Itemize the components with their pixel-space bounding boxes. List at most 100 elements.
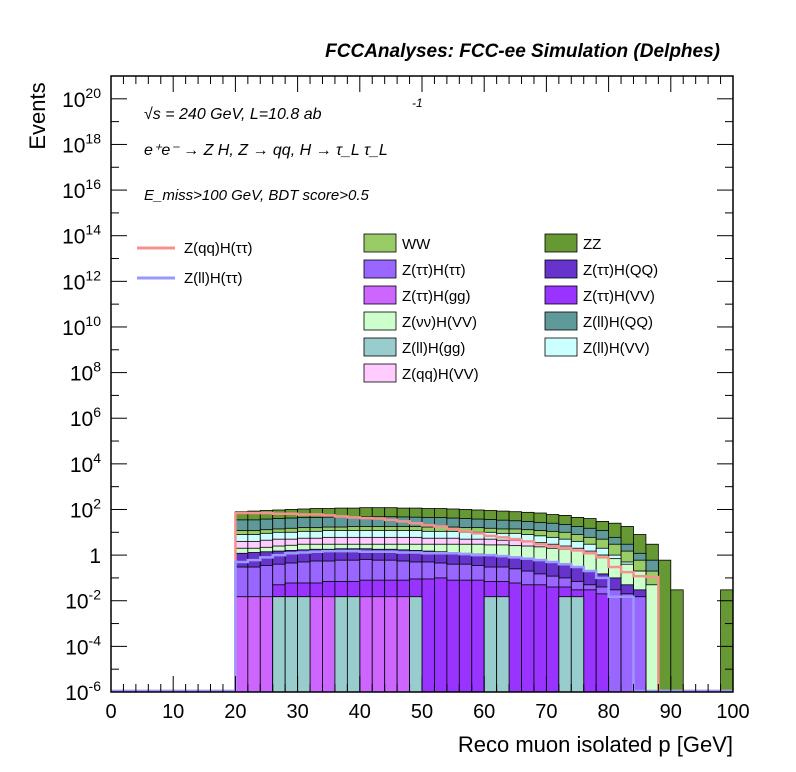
- bar-z-ll-h-gg: [558, 596, 572, 693]
- cut-label: E_miss>100 GeV, BDT score>0.5: [144, 187, 369, 204]
- bar-z-h-vv: [533, 584, 547, 693]
- bar-z-ll-h-gg: [483, 596, 498, 693]
- stack-layer: [234, 507, 734, 693]
- x-axis-label: Reco muon isolated p [GeV]: [458, 732, 733, 757]
- y-tick-label: 102: [70, 495, 101, 522]
- line-z-ll-h: [111, 549, 733, 693]
- y-tick-label: 1020: [62, 85, 101, 112]
- bar-z-ll-h-gg: [284, 596, 299, 693]
- bar-z-h-gg: [371, 596, 386, 693]
- legend-swatch-z-ll-h-qq: [544, 311, 578, 331]
- bar-z-h-vv: [645, 584, 659, 693]
- bar-zz: [720, 589, 734, 693]
- bar-z-ll-h-gg: [496, 596, 510, 693]
- x-tick-label: 70: [535, 701, 557, 723]
- legend-label: Z(qq)H(ττ): [184, 240, 253, 257]
- x-tick-label: 60: [473, 701, 495, 723]
- bar-z-ll-h-gg: [570, 596, 585, 693]
- bar-z-ll-h-gg: [334, 596, 348, 693]
- y-tick-label: 10-6: [65, 678, 101, 705]
- bar-z-h-vv: [434, 577, 448, 693]
- y-axis-label: Events: [25, 82, 50, 149]
- legend-swatch-z-ll-h-gg: [363, 337, 397, 357]
- y-tick-label: 1014: [62, 222, 101, 249]
- bar-z-h: [608, 589, 622, 693]
- y-tick-label: 10-2: [65, 587, 101, 614]
- y-tick-label: 104: [70, 450, 101, 477]
- bar-z-h-gg: [309, 596, 323, 693]
- bar-z-h-vv: [508, 582, 522, 693]
- x-tick-label: 50: [411, 701, 433, 723]
- series-z-h-gg: [234, 596, 410, 693]
- legend-label: Z(ll)H(QQ): [583, 314, 653, 331]
- bar-z-h-gg: [259, 596, 274, 693]
- bar-zz: [657, 559, 672, 693]
- legend-label: Z(ll)H(gg): [402, 340, 465, 357]
- legend-swatch-z-h-vv: [544, 285, 578, 305]
- energy-exponent: -1: [412, 96, 423, 110]
- legend-label: Z(ττ)H(gg): [402, 288, 471, 305]
- x-tick-label: 40: [349, 701, 371, 723]
- legend-label: WW: [402, 236, 431, 253]
- plot-title: FCCAnalyses: FCC-ee Simulation (Delphes): [325, 41, 720, 62]
- legend-label: Z(ll)H(ττ): [184, 270, 243, 287]
- bar-z-h-vv: [421, 578, 435, 693]
- series-z-ll-h-gg: [272, 596, 585, 693]
- bar-z-ll-h-gg: [346, 596, 361, 693]
- legend-label: Z(qq)H(VV): [402, 366, 479, 383]
- legend-swatch-z-ll-h-vv: [544, 337, 578, 357]
- bar-z-h-gg: [247, 596, 261, 693]
- bar-z-h-gg: [396, 596, 410, 693]
- x-tick-label: 0: [105, 701, 116, 723]
- legend-swatch-ww: [363, 233, 397, 253]
- annotation-energy: √s = 240 GeV, L=10.8 ab -1: [144, 96, 423, 123]
- bar-z-h-gg: [234, 596, 249, 693]
- bar-z-h-vv: [546, 586, 560, 693]
- y-tick-label: 1: [89, 545, 101, 568]
- bar-z-ll-h-gg: [409, 596, 423, 693]
- legend-swatch-z-qq-h-vv: [363, 363, 397, 383]
- x-tick-label: 30: [286, 701, 308, 723]
- bar-z-h-vv: [471, 579, 485, 693]
- y-tick-label: 10-4: [65, 632, 101, 659]
- y-tick-label: 1016: [62, 176, 101, 203]
- legend-label: Z(ll)H(VV): [583, 340, 650, 357]
- line-z-qq-h: [111, 511, 733, 693]
- legend-label: ZZ: [583, 236, 601, 253]
- legend-label: Z(ττ)H(VV): [583, 288, 655, 305]
- legend-swatch-z-h-qq: [544, 259, 578, 279]
- bar-z-h-vv: [595, 593, 609, 693]
- y-tick-label: 1012: [62, 267, 101, 294]
- bar-z-h-gg: [322, 596, 336, 693]
- bar-z-ll-h-gg: [297, 596, 311, 693]
- y-tick-label: 1010: [62, 313, 101, 340]
- x-tick-label: 80: [597, 701, 619, 723]
- bar-z-h-vv: [521, 584, 535, 693]
- legend-swatch-z-h-gg: [363, 285, 397, 305]
- x-tick-label: 10: [162, 701, 184, 723]
- axis-layer: 0 10 20 30 40 50 60 70 80 90 10010-610-410-2110210…: [62, 75, 750, 723]
- legend-label: Z(ττ)H(ττ): [402, 262, 466, 279]
- y-tick-label: 108: [70, 359, 101, 386]
- bar-zz: [670, 589, 684, 693]
- x-tick-label: 90: [660, 701, 682, 723]
- x-tick-label: 20: [224, 701, 246, 723]
- process-label: e⁺e⁻ → Z H, Z → qq, H → τ_L τ_L: [144, 142, 388, 159]
- bar-z-h-vv: [446, 579, 460, 693]
- energy-label: √s = 240 GeV, L=10.8 ab: [144, 106, 322, 123]
- bar-z-h-gg: [359, 596, 373, 693]
- signal-line-layer: [111, 511, 733, 693]
- y-tick-label: 1018: [62, 130, 101, 157]
- legend-swatch-z-h-vv: [363, 311, 397, 331]
- bar-z-h: [620, 593, 634, 693]
- bar-z-h-gg: [384, 596, 398, 693]
- legend-label: Z(ττ)H(QQ): [583, 262, 658, 279]
- legend: Z(qq)H(ττ) Z(ll)H(ττ) WW ZZ Z(ττ)H(ττ) Z(ττ)H…: [137, 233, 658, 383]
- x-tick-label: 100: [716, 701, 749, 723]
- bar-z-h-vv: [458, 579, 473, 693]
- legend-label: Z(νν)H(VV): [402, 314, 477, 331]
- y-tick-label: 106: [70, 404, 101, 431]
- bar-z-ll-h-gg: [272, 596, 286, 693]
- bar-z-h-vv: [583, 589, 597, 693]
